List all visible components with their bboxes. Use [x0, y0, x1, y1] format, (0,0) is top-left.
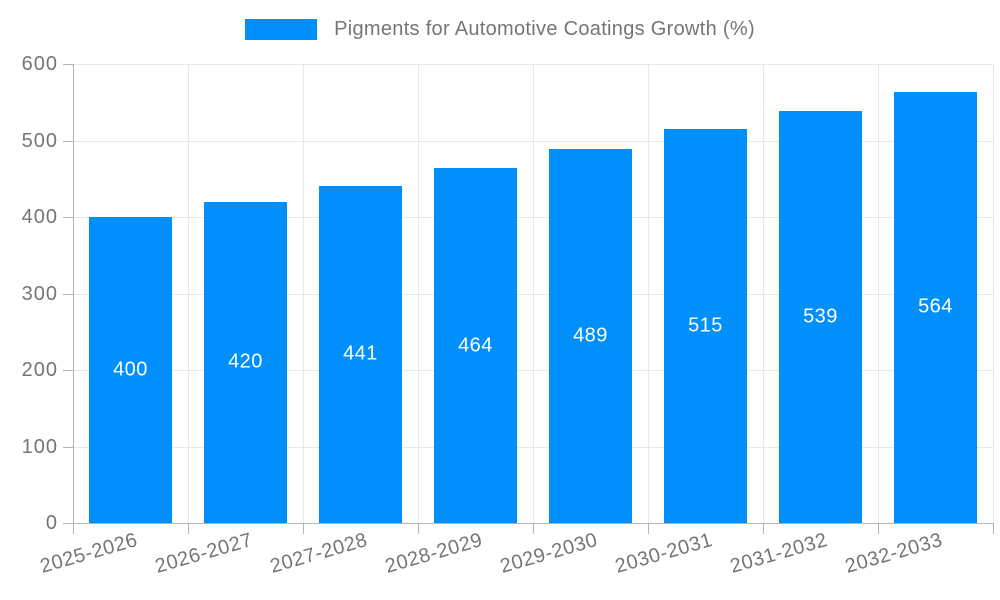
legend-label: Pigments for Automotive Coatings Growth … — [334, 18, 755, 40]
plot-area: 400 420 441 464 489 515 539 564 — [73, 64, 994, 523]
y-tick — [63, 293, 73, 295]
bar-value-label: 420 — [228, 350, 263, 373]
bar[interactable]: 564 — [894, 91, 977, 523]
y-tick-label: 600 — [21, 53, 58, 75]
gridline-vertical — [763, 64, 764, 523]
bar[interactable]: 539 — [779, 110, 862, 523]
y-tick — [63, 140, 73, 142]
bar[interactable]: 464 — [434, 168, 517, 523]
gridline-vertical — [303, 64, 304, 523]
bar-value-label: 441 — [343, 342, 378, 365]
gridline-vertical — [188, 64, 189, 523]
x-tick — [763, 523, 764, 534]
x-tick — [993, 523, 994, 534]
bar[interactable]: 515 — [664, 129, 747, 523]
bar-value-label: 539 — [803, 305, 838, 328]
gridline-vertical — [878, 64, 879, 523]
x-tick — [73, 523, 74, 534]
y-axis-line — [73, 64, 74, 523]
y-tick-label: 100 — [21, 435, 58, 458]
y-tick-label: 400 — [21, 206, 58, 228]
y-tick — [63, 217, 73, 218]
chart-legend[interactable]: Pigments for Automotive Coatings Growth … — [0, 18, 1000, 41]
y-tick — [63, 523, 73, 524]
bar-value-label: 464 — [458, 334, 493, 356]
y-tick-label: 200 — [21, 359, 58, 381]
bar-value-label: 489 — [573, 324, 608, 347]
bar[interactable]: 489 — [549, 148, 632, 523]
x-tick — [188, 523, 189, 534]
gridline-vertical — [648, 64, 649, 523]
x-tick — [533, 523, 534, 534]
x-tick — [418, 523, 419, 534]
gridline-vertical — [418, 64, 419, 523]
y-tick-label: 300 — [21, 282, 58, 305]
gridline-vertical — [993, 64, 994, 523]
gridline-vertical — [533, 64, 534, 523]
x-tick — [878, 523, 879, 534]
y-tick — [63, 446, 73, 448]
y-tick-label: 0 — [45, 512, 58, 534]
x-tick — [648, 523, 649, 534]
bar[interactable]: 420 — [204, 201, 287, 523]
y-tick — [63, 64, 73, 65]
bar-value-label: 564 — [918, 295, 953, 318]
bar-value-label: 515 — [688, 314, 723, 337]
y-tick — [63, 370, 73, 371]
legend-swatch-icon — [245, 19, 318, 40]
y-tick-label: 500 — [21, 129, 58, 152]
bar[interactable]: 400 — [89, 217, 172, 523]
x-tick — [303, 523, 304, 534]
bar[interactable]: 441 — [319, 185, 402, 523]
bar-value-label: 400 — [113, 358, 148, 381]
